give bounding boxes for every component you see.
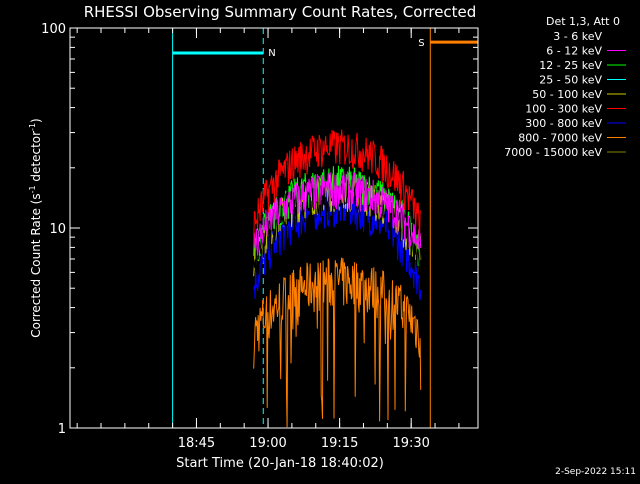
- series-line: [253, 170, 422, 256]
- y-tick-label: 10: [49, 222, 66, 237]
- y-axis-label-sup1: -1: [28, 185, 37, 193]
- legend-label: 12 - 25 keV: [539, 59, 602, 72]
- legend-label: 6 - 12 keV: [546, 45, 602, 58]
- y-axis-label-sup2: -1: [28, 123, 37, 131]
- legend-label: 100 - 300 keV: [525, 103, 602, 116]
- saa-label: S: [418, 38, 424, 49]
- y-axis-ticks: 1 10 100: [41, 22, 478, 437]
- legend-header: Det 1,3, Att 0: [546, 15, 620, 28]
- x-axis-ticks: 18:45 19:00 19:15 19:30: [76, 28, 460, 451]
- legend-label: 3 - 6 keV: [553, 30, 602, 43]
- legend-label: 300 - 800 keV: [525, 117, 602, 130]
- y-axis-label-mid: detector: [29, 131, 43, 186]
- night-label: N: [268, 48, 275, 59]
- legend-label: 25 - 50 keV: [539, 74, 602, 87]
- series-group: [253, 129, 422, 428]
- legend-label: 7000 - 15000 keV: [504, 146, 602, 159]
- footer-timestamp: 2-Sep-2022 15:11: [555, 467, 636, 477]
- legend-label: 800 - 7000 keV: [518, 132, 602, 145]
- x-tick-label: 19:00: [249, 436, 286, 451]
- x-tick-label: 19:30: [392, 436, 429, 451]
- x-tick-label: 18:45: [178, 436, 215, 451]
- series-line: [253, 257, 422, 428]
- y-tick-label: 100: [41, 22, 66, 37]
- y-axis-label: Corrected Count Rate (s-1 detector-1): [28, 118, 43, 337]
- series-line: [253, 189, 422, 301]
- chart-title: RHESSI Observing Summary Count Rates, Co…: [84, 3, 477, 21]
- x-axis-label: Start Time (20-Jan-18 18:40:02): [176, 456, 384, 471]
- y-axis-label-main: Corrected Count Rate (s: [29, 193, 43, 337]
- x-tick-label: 19:15: [321, 436, 358, 451]
- series-line: [253, 129, 422, 246]
- legend-label: 50 - 100 keV: [532, 88, 602, 101]
- y-tick-label: 1: [58, 422, 66, 437]
- y-axis-label-close: ): [29, 118, 43, 123]
